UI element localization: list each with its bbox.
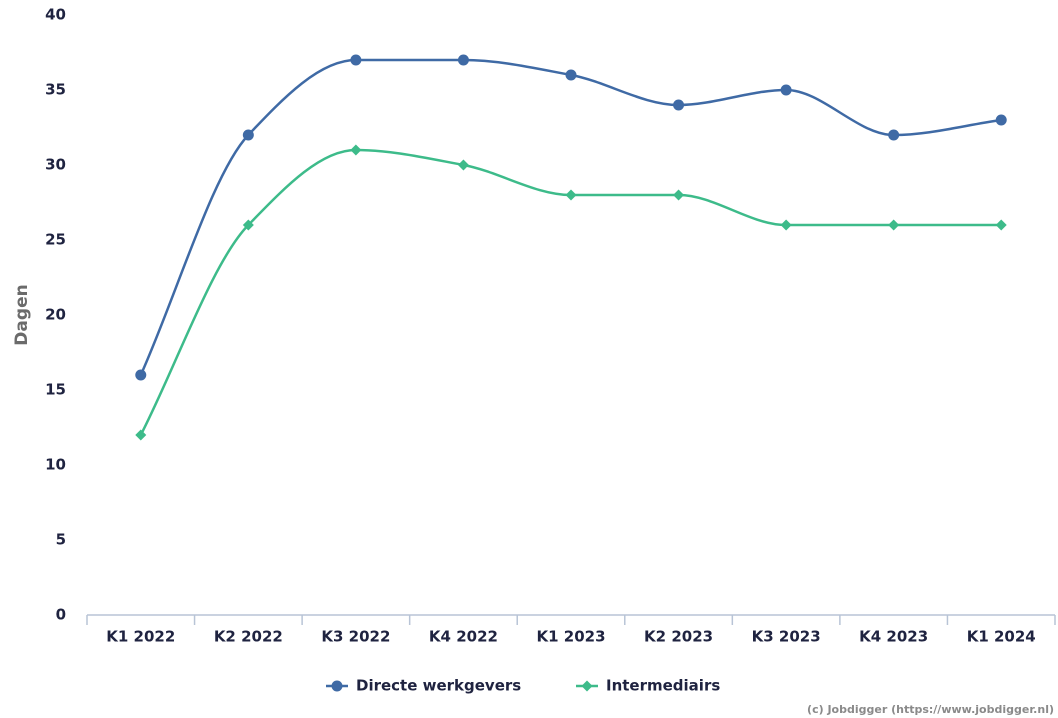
series-line <box>139 58 1002 376</box>
point <box>888 129 900 141</box>
y-tick-label: 5 <box>56 531 66 549</box>
x-tick-label: K4 2022 <box>429 628 498 646</box>
y-tick-label: 30 <box>45 156 66 174</box>
point <box>350 144 362 156</box>
point <box>135 369 147 381</box>
point <box>135 429 147 441</box>
x-tick-label: K1 2024 <box>967 628 1036 646</box>
y-tick-label: 0 <box>56 606 66 624</box>
y-tick-label: 20 <box>45 306 66 324</box>
point <box>673 189 685 201</box>
x-tick-label: K2 2022 <box>214 628 283 646</box>
x-tick-label: K1 2022 <box>106 628 175 646</box>
x-tick-label: K3 2022 <box>321 628 390 646</box>
credit: (c) Jobdigger (https://www.jobdigger.nl) <box>807 703 1054 716</box>
y-tick-label: 25 <box>45 231 66 249</box>
legend-label: Directe werkgevers <box>356 677 521 695</box>
point <box>242 219 254 231</box>
y-tick-label: 10 <box>45 456 66 474</box>
x-tick-label: K1 2023 <box>536 628 605 646</box>
y-tick-label: 15 <box>45 381 66 399</box>
point <box>995 219 1007 231</box>
y-tick-label: 35 <box>45 81 66 99</box>
point <box>565 69 577 81</box>
point <box>350 54 362 66</box>
y-tick-label: 40 <box>45 6 66 24</box>
point <box>780 219 792 231</box>
point <box>457 54 469 66</box>
x-tick-label: K2 2023 <box>644 628 713 646</box>
x-tick-label: K4 2023 <box>859 628 928 646</box>
x-tick-label: K3 2023 <box>752 628 821 646</box>
legend-label: Intermediairs <box>606 677 720 695</box>
point <box>780 84 792 96</box>
point <box>457 159 469 171</box>
point <box>995 114 1007 126</box>
legend-marker <box>581 680 593 692</box>
y-axis-label: Dagen <box>12 284 32 345</box>
point <box>888 219 900 231</box>
legend-marker <box>331 680 343 692</box>
point <box>565 189 577 201</box>
point <box>242 129 254 141</box>
point <box>673 99 685 111</box>
